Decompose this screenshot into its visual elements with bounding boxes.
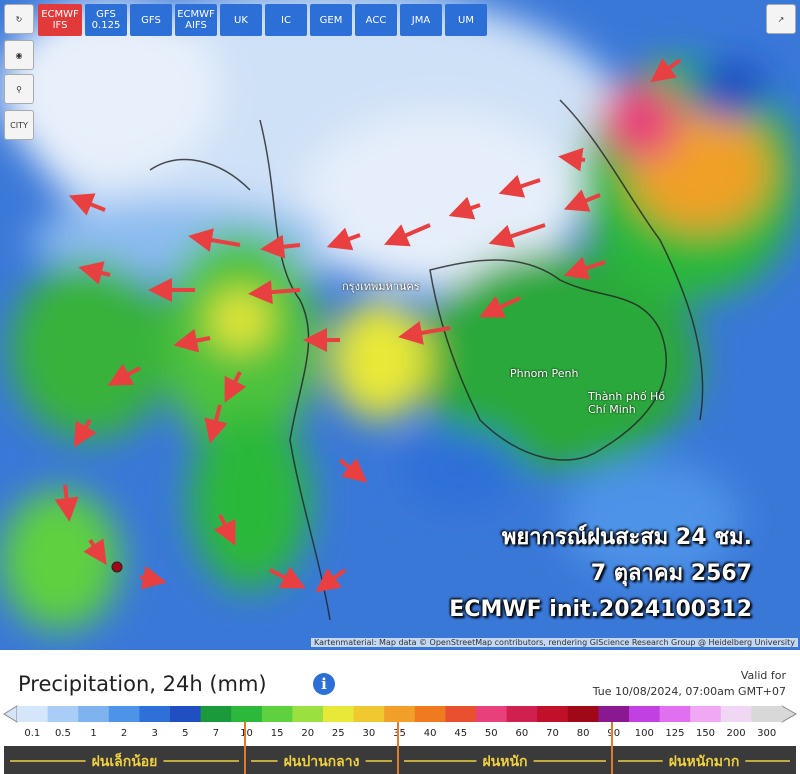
scale-cell: [292, 706, 324, 722]
scale-label: 0.5: [55, 728, 71, 739]
scale-label: 15: [271, 728, 284, 739]
scale-cell: [476, 706, 508, 722]
scale-cell: [506, 706, 538, 722]
category-label: ฝนเล็กน้อย: [92, 752, 158, 770]
place-label: กรุงเทพมหานคร: [342, 280, 420, 293]
scale-cell: [720, 706, 752, 722]
scale-cell: [200, 706, 232, 722]
scale-cell: [629, 706, 661, 722]
scale-label: 5: [182, 728, 188, 739]
info-button[interactable]: i: [313, 673, 335, 695]
refresh-button[interactable]: ↻: [4, 4, 34, 34]
overlay-line: พยากรณ์ฝนสะสม 24 ชม.: [501, 525, 752, 550]
scale-cell: [261, 706, 293, 722]
scale-label: 90: [607, 728, 620, 739]
category-label-bg: [85, 748, 164, 772]
scale-label: 125: [665, 728, 684, 739]
model-button[interactable]: ACC: [355, 4, 397, 36]
scale-label: 200: [727, 728, 746, 739]
location-button[interactable]: ◉: [4, 40, 34, 70]
scale-cell: [659, 706, 691, 722]
model-button[interactable]: ECMWF IFS: [38, 4, 82, 36]
scale-label: 30: [363, 728, 376, 739]
model-button[interactable]: JMA: [400, 4, 442, 36]
zoom-button[interactable]: ⚲: [4, 74, 34, 104]
valid-value: Tue 10/08/2024, 07:00am GMT+07: [592, 685, 786, 698]
attribution: Kartenmaterial: Map data © OpenStreetMap…: [310, 638, 798, 647]
scale-label: 70: [546, 728, 559, 739]
scale-label: 10: [240, 728, 253, 739]
scale-label: 40: [424, 728, 437, 739]
scale-cell: [353, 706, 385, 722]
legend-scale: 0.1 0.5 1 2 3 5 7 10 15 20 25 30 35 40 45 50 60 70 80 90 100…: [3, 705, 798, 774]
model-button[interactable]: ECMWF AIFS: [175, 4, 217, 36]
scale-cell: [323, 706, 355, 722]
place-label: Thành phố Hồ Chí Minh: [588, 390, 666, 416]
scale-label: 45: [454, 728, 467, 739]
scale-label: 7: [213, 728, 219, 739]
scale-cell: [384, 706, 416, 722]
valid-label: Valid for: [740, 669, 786, 682]
scale-cell: [139, 706, 171, 722]
valid-time: Valid for Tue 10/08/2024, 07:00am GMT+07: [593, 668, 786, 700]
category-label-bg: [476, 748, 534, 772]
model-button[interactable]: GEM: [310, 4, 352, 36]
share-button[interactable]: ↗: [766, 4, 796, 34]
category-label-bg: [662, 748, 746, 772]
scale-label: 60: [516, 728, 529, 739]
city-button[interactable]: CITY: [4, 110, 34, 140]
model-toolbar: ECMWF IFS GFS 0.125 GFS ECMWF AIFS UK IC GEM AC…: [38, 4, 487, 36]
model-button[interactable]: IC: [265, 4, 307, 36]
overlay-line: 7 ตุลาคม 2567: [590, 561, 752, 586]
category-label: ฝนหนัก: [482, 754, 527, 770]
scale-label: 80: [577, 728, 590, 739]
scale-label: 1: [90, 728, 96, 739]
scale-label: 3: [152, 728, 158, 739]
forecast-overlay: พยากรณ์ฝนสะสม 24 ชม. 7 ตุลาคม 2567 ECMWF…: [449, 520, 752, 628]
scale-cell: [537, 706, 569, 722]
scale-label: 300: [757, 728, 776, 739]
overlay-line: ECMWF init.2024100312: [449, 597, 752, 622]
scale-cell: [47, 706, 79, 722]
map-layer: [0, 0, 800, 650]
place-label: Phnom Penh: [510, 367, 579, 380]
scale-cell: [414, 706, 446, 722]
scale-tip: [3, 705, 18, 723]
scale-cell: [78, 706, 110, 722]
model-button[interactable]: GFS 0.125: [85, 4, 127, 36]
scale-cell: [598, 706, 630, 722]
scale-label: 35: [393, 728, 406, 739]
scale-cell: [108, 706, 140, 722]
scale-label: 2: [121, 728, 127, 739]
legend-title: Precipitation, 24h (mm): [18, 672, 267, 696]
map: ECMWF IFS GFS 0.125 GFS ECMWF AIFS UK IC GEM AC…: [0, 0, 800, 650]
scale-label: 25: [332, 728, 345, 739]
scale-tip: [781, 705, 798, 723]
model-button[interactable]: UK: [220, 4, 262, 36]
scale-label: 100: [635, 728, 654, 739]
scale-label: 150: [696, 728, 715, 739]
scale-label: 0.1: [24, 728, 40, 739]
category-label-bg: [277, 748, 366, 772]
scale-cell: [231, 706, 263, 722]
scale-cell: [17, 706, 49, 722]
scale-cell: [751, 706, 783, 722]
category-label: ฝนหนักมาก: [669, 754, 740, 770]
model-button[interactable]: UM: [445, 4, 487, 36]
scale-cell: [445, 706, 477, 722]
scale-cell: [690, 706, 722, 722]
category-label: ฝนปานกลาง: [284, 754, 360, 770]
scale-cell: [567, 706, 599, 722]
scale-cell: [170, 706, 202, 722]
scale-label: 50: [485, 728, 498, 739]
scale-label: 20: [301, 728, 314, 739]
model-button[interactable]: GFS: [130, 4, 172, 36]
